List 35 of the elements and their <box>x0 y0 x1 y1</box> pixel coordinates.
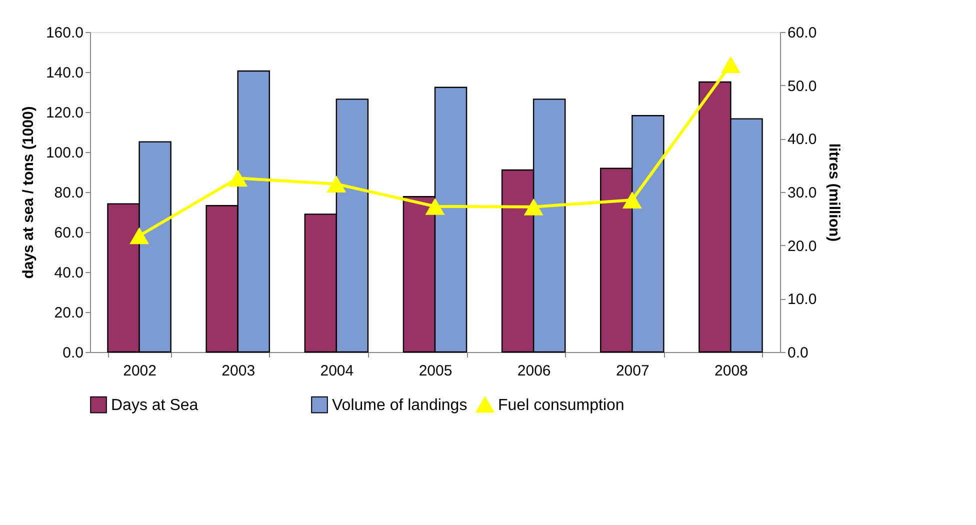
legend-label: Fuel consumption <box>498 397 624 414</box>
point <box>720 56 740 73</box>
point <box>622 192 642 208</box>
y-tick-label: 40.0 <box>54 264 84 282</box>
point <box>524 198 544 216</box>
y2-tick-label: 10.0 <box>788 291 817 308</box>
point <box>228 170 248 187</box>
y-tick-label: 80.0 <box>54 184 84 202</box>
point <box>425 198 445 215</box>
x-tick-label: 2002 <box>123 362 156 380</box>
y2-tick-label: 50.0 <box>788 78 817 95</box>
x-tick-label: 2003 <box>222 362 256 380</box>
x-tick-label: 2006 <box>517 362 551 380</box>
y2-tick-label: 30.0 <box>788 184 817 202</box>
y-tick-label: 20.0 <box>54 304 84 322</box>
y2-tick-label: 40.0 <box>788 131 817 148</box>
x-tick-label: 2007 <box>616 362 650 380</box>
x-tick-label: 2008 <box>714 362 748 380</box>
y-tick-label: 140.0 <box>46 64 84 82</box>
point <box>326 176 346 192</box>
y-tick-label: 60.0 <box>54 224 84 242</box>
y2-tick-label: 60.0 <box>788 24 817 42</box>
y2-tick-label: 20.0 <box>788 238 817 255</box>
y2-axis-title: litres (million) <box>826 143 843 242</box>
legend-label: Volume of landings <box>332 396 468 414</box>
y-tick-label: 100.0 <box>46 144 84 162</box>
point <box>130 227 150 244</box>
legend-label: Days at Sea <box>111 396 198 414</box>
y2-tick-label: 0.0 <box>788 344 808 362</box>
x-tick-label: 2005 <box>418 362 452 380</box>
x-tick-label: 2004 <box>320 362 354 380</box>
y-tick-label: 0.0 <box>62 344 84 362</box>
y-tick-label: 160.0 <box>46 24 84 42</box>
y-tick-label: 120.0 <box>46 104 84 122</box>
y-axis-title: days at sea / tons (1000) <box>20 106 37 279</box>
